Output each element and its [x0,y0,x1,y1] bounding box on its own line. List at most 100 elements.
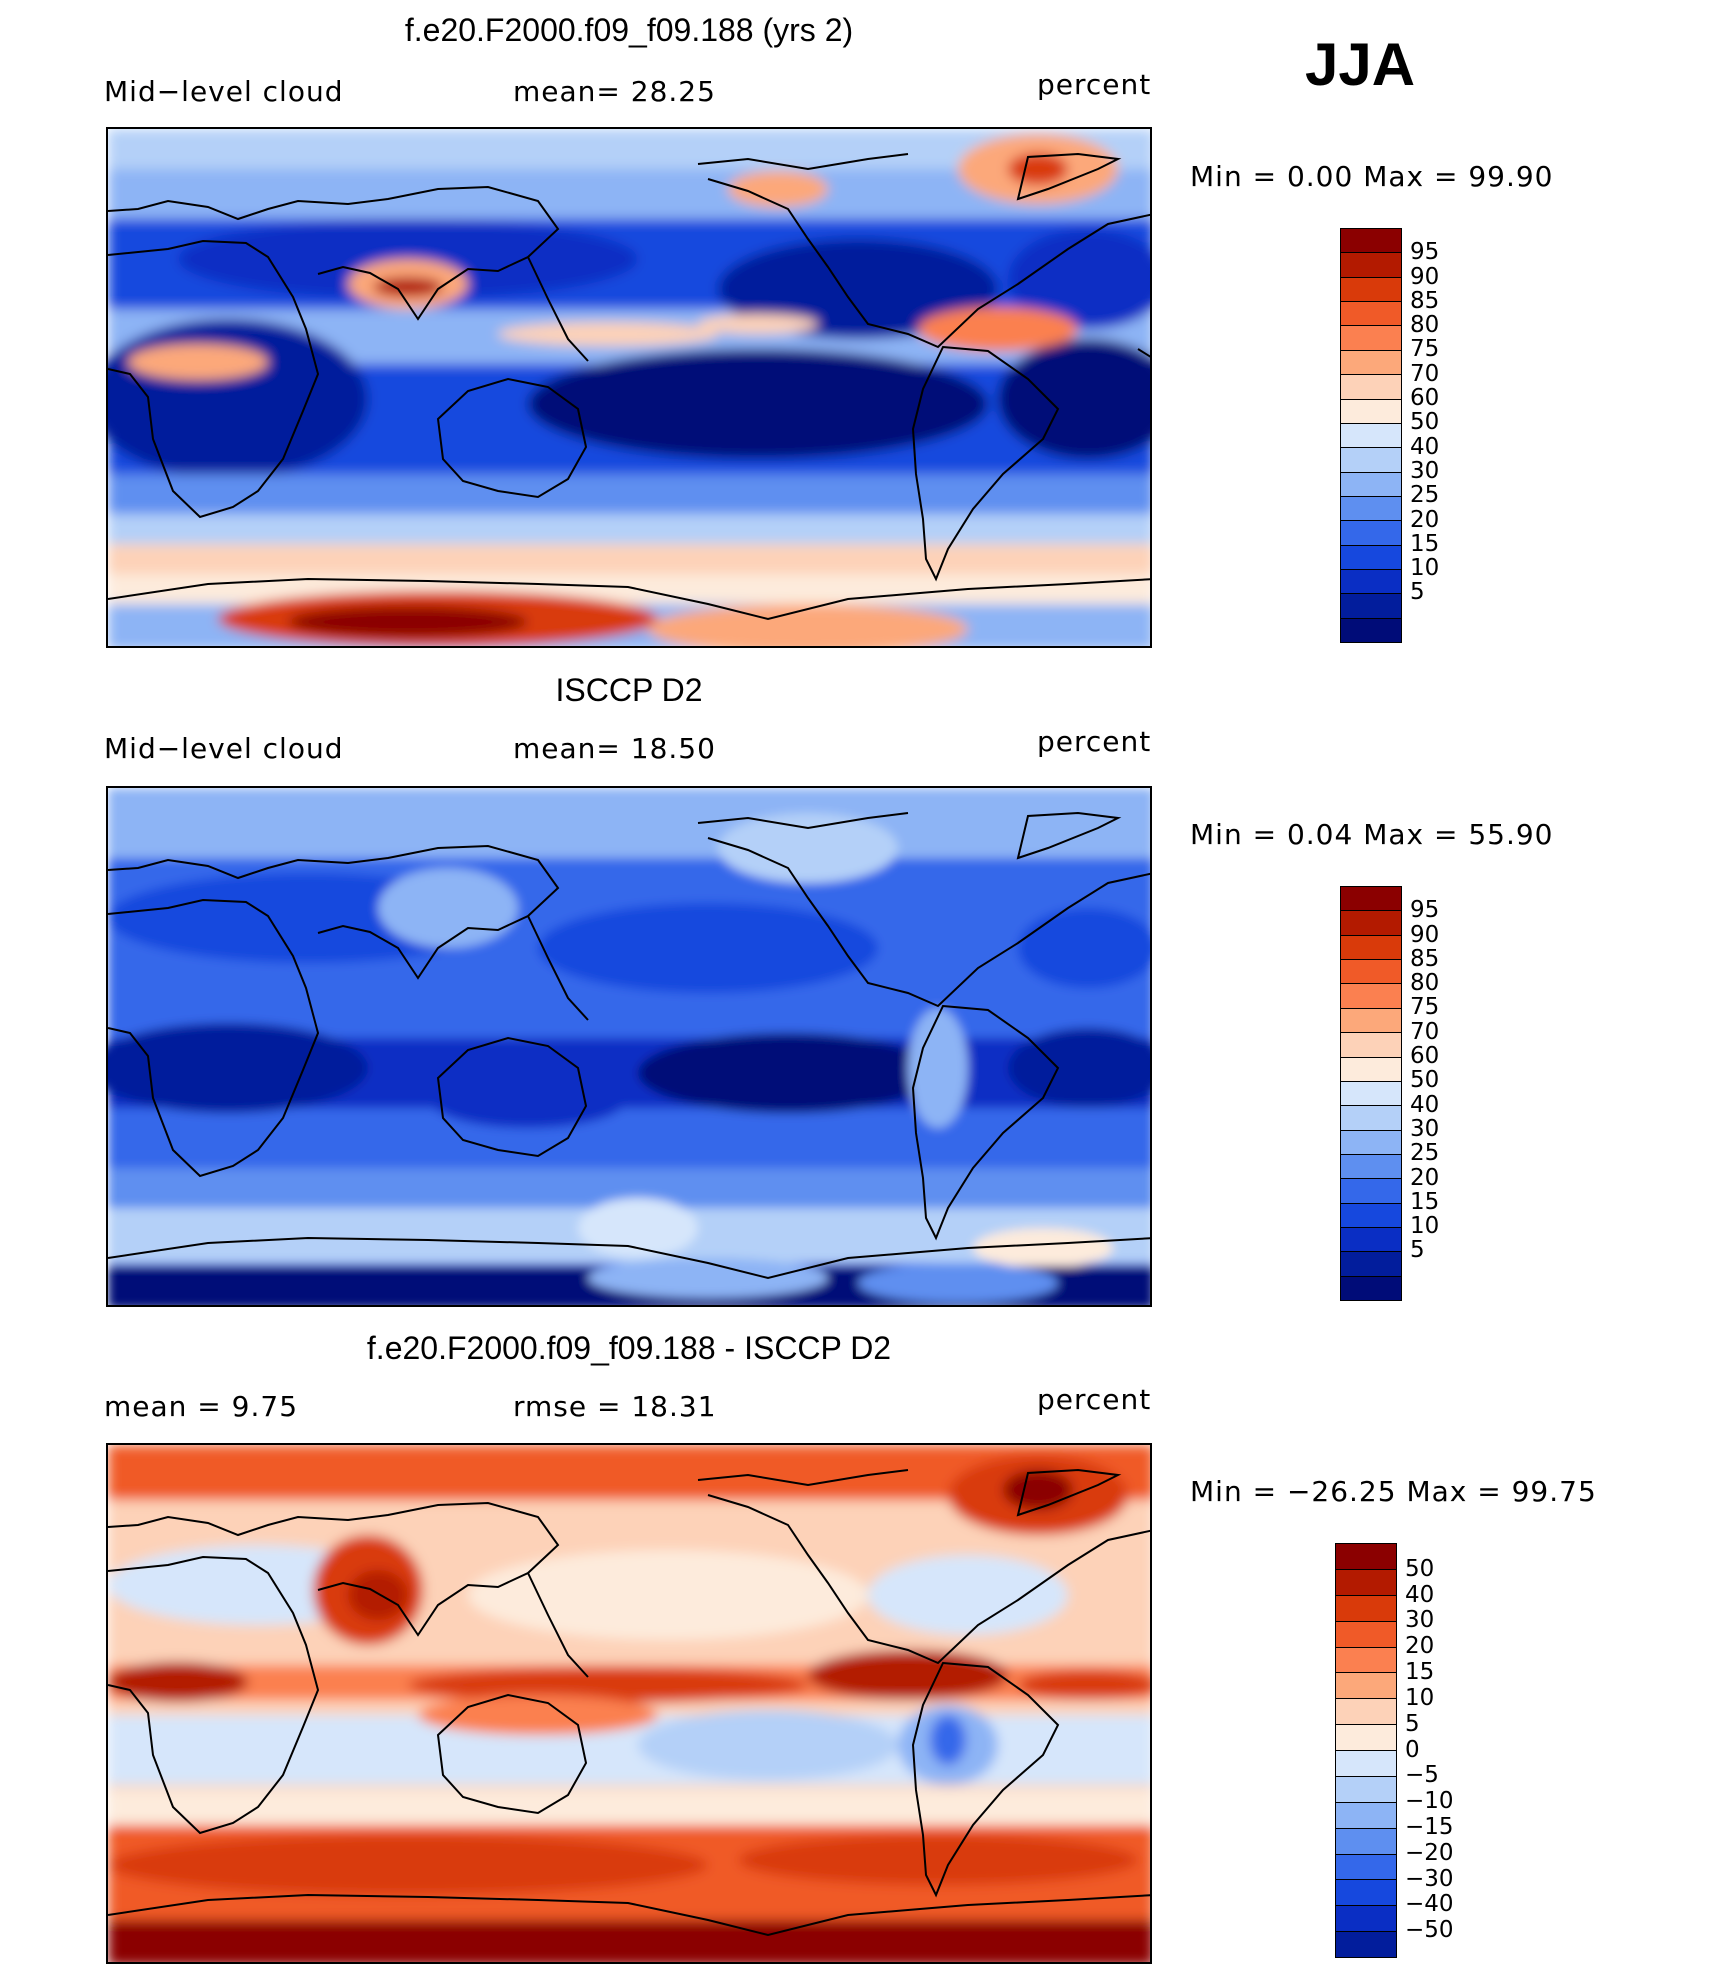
colorbar-swatch [1341,984,1401,1009]
colorbar-tick-label: 85 [1410,287,1440,314]
colorbar-swatch [1341,521,1401,546]
panel-2-map-plot [108,788,1150,1305]
colorbar-swatch [1341,570,1401,595]
panel-3-units-label: percent [1037,1383,1152,1416]
colorbar-swatch [1336,1751,1396,1777]
colorbar-swatch [1336,1647,1396,1674]
panel-1-colorbar [1340,228,1402,643]
colorbar-swatch [1336,1699,1396,1726]
colorbar-swatch [1341,545,1401,571]
colorbar-swatch [1341,1081,1401,1107]
colorbar-tick-label: 95 [1410,897,1440,924]
colorbar-tick-label: 70 [1410,1018,1440,1045]
colorbar-tick-label: 20 [1410,1164,1440,1191]
colorbar-swatch [1341,1106,1401,1131]
panel-2-variable-label: Mid−level cloud [104,732,344,765]
colorbar-swatch [1341,1033,1401,1058]
colorbar-tick-label: 25 [1410,1140,1440,1167]
colorbar-swatch [1336,1621,1396,1648]
panel-2-map [106,786,1152,1307]
colorbar-tick-label: 80 [1410,312,1440,339]
season-label: JJA [1305,31,1416,98]
colorbar-swatch [1341,1228,1401,1253]
panel-3-map-plot [108,1445,1150,1962]
colorbar-tick-label: −10 [1405,1788,1454,1815]
colorbar-tick-label: 40 [1405,1581,1435,1608]
colorbar-tick-label: −5 [1405,1762,1439,1789]
colorbar-tick-label: −30 [1405,1865,1454,1892]
colorbar-tick-label: 80 [1410,970,1440,997]
colorbar-tick-label: 0 [1405,1736,1420,1763]
colorbar-swatch [1336,1854,1396,1881]
colorbar-tick-label: −50 [1405,1917,1454,1944]
panel-1-mean-label: mean= 28.25 [513,75,716,108]
colorbar-swatch [1341,618,1401,643]
panel-3-colorbar [1335,1543,1397,1958]
colorbar-tick-label: 10 [1410,1213,1440,1240]
colorbar-swatch [1341,1179,1401,1204]
panel-1-variable-label: Mid−level cloud [104,75,344,108]
colorbar-tick-label: 40 [1410,1091,1440,1118]
panel-1-units-label: percent [1037,68,1152,101]
colorbar-tick-label: −20 [1405,1839,1454,1866]
colorbar-swatch [1341,935,1401,961]
colorbar-swatch [1341,326,1401,351]
colorbar-tick-label: 50 [1410,1067,1440,1094]
colorbar-swatch [1341,1276,1401,1301]
colorbar-tick-label: 75 [1410,994,1440,1021]
colorbar-swatch [1341,1130,1401,1155]
colorbar-swatch [1341,887,1401,912]
panel-2-minmax: Min = 0.04 Max = 55.90 [1190,818,1554,851]
colorbar-swatch [1336,1725,1396,1751]
colorbar-swatch [1336,1932,1396,1957]
panel-2-colorbar [1340,886,1402,1301]
colorbar-tick-label: 15 [1410,1188,1440,1215]
panel-3-minmax: Min = −26.25 Max = 99.75 [1190,1475,1597,1508]
colorbar-swatch [1341,302,1401,327]
colorbar-swatch [1341,1057,1401,1082]
colorbar-swatch [1341,1203,1401,1229]
colorbar-tick-label: 90 [1410,921,1440,948]
colorbar-swatch [1341,496,1401,522]
colorbar-tick-label: 30 [1410,457,1440,484]
colorbar-tick-label: 75 [1410,336,1440,363]
panel-2-title: ISCCP D2 [555,672,703,708]
colorbar-swatch [1336,1595,1396,1622]
panel-1-map [106,127,1152,648]
colorbar-tick-label: 5 [1410,1237,1425,1264]
colorbar-tick-label: 50 [1410,409,1440,436]
panel-3-mean-label: mean = 9.75 [104,1390,299,1423]
colorbar-swatch [1336,1569,1396,1596]
panel-1-minmax: Min = 0.00 Max = 99.90 [1190,160,1554,193]
colorbar-tick-label: 40 [1410,433,1440,460]
colorbar-tick-label: 5 [1405,1710,1420,1737]
colorbar-tick-label: 70 [1410,360,1440,387]
colorbar-swatch [1341,277,1401,303]
panel-2-units-label: percent [1037,725,1152,758]
colorbar-tick-label: 15 [1405,1659,1435,1686]
colorbar-tick-label: −40 [1405,1891,1454,1918]
colorbar-tick-label: 25 [1410,482,1440,509]
panel-1-map-plot [108,129,1150,646]
colorbar-swatch [1341,375,1401,400]
colorbar-tick-label: 95 [1410,239,1440,266]
colorbar-tick-label: 5 [1410,579,1425,606]
colorbar-tick-label: 90 [1410,263,1440,290]
colorbar-swatch [1341,229,1401,254]
colorbar-tick-label: 60 [1410,385,1440,412]
colorbar-tick-label: 85 [1410,945,1440,972]
colorbar-tick-label: 50 [1405,1555,1435,1582]
colorbar-tick-label: 20 [1405,1633,1435,1660]
colorbar-swatch [1341,1008,1401,1034]
colorbar-swatch [1336,1906,1396,1933]
colorbar-tick-label: 30 [1410,1115,1440,1142]
colorbar-swatch [1341,253,1401,278]
colorbar-tick-label: 10 [1405,1684,1435,1711]
colorbar-swatch [1336,1776,1396,1803]
colorbar-swatch [1341,350,1401,376]
colorbar-swatch [1341,1154,1401,1180]
panel-3-title: f.e20.F2000.f09_f09.188 - ISCCP D2 [366,1330,892,1366]
colorbar-swatch [1336,1880,1396,1907]
colorbar-tick-label: 10 [1410,555,1440,582]
colorbar-swatch [1336,1802,1396,1829]
